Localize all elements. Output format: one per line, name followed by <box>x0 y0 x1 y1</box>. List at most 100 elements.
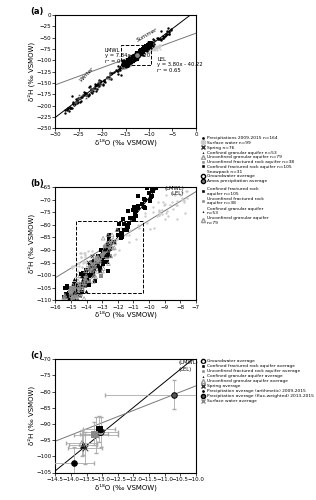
Point <box>71 459 76 467</box>
Point <box>135 52 140 60</box>
Point <box>92 271 97 279</box>
Point <box>122 62 127 70</box>
Point <box>82 281 87 289</box>
Point <box>134 49 139 57</box>
Point <box>125 56 130 64</box>
Point <box>65 300 70 308</box>
Point <box>126 59 131 67</box>
Point <box>135 50 140 58</box>
Point <box>107 250 112 258</box>
Point <box>105 258 110 266</box>
Point <box>131 54 136 62</box>
Point <box>129 56 134 64</box>
Point <box>80 286 85 294</box>
Point <box>136 50 141 58</box>
Point <box>134 56 139 64</box>
Point <box>91 84 96 92</box>
Point <box>75 99 80 107</box>
Point <box>80 282 85 290</box>
Point <box>93 273 98 281</box>
Point <box>128 58 133 66</box>
Point <box>106 246 111 254</box>
Point <box>138 51 143 59</box>
Point <box>127 58 132 66</box>
Point <box>115 70 120 78</box>
Point <box>134 50 139 58</box>
Point <box>101 254 106 262</box>
Point <box>89 89 94 97</box>
Point <box>67 284 72 292</box>
Point <box>69 286 74 294</box>
Point <box>128 55 133 63</box>
Point <box>125 58 130 66</box>
Point <box>98 254 103 262</box>
Point <box>90 260 95 268</box>
Point <box>113 66 118 74</box>
Point <box>144 220 149 228</box>
Point <box>81 269 86 277</box>
Point <box>121 60 126 68</box>
Point <box>131 54 136 62</box>
Point <box>147 189 152 197</box>
Point <box>90 258 95 266</box>
Point <box>149 44 154 52</box>
Point <box>123 62 128 70</box>
Point <box>107 240 112 248</box>
Point <box>126 53 131 61</box>
Point <box>109 70 114 78</box>
Point <box>133 54 138 62</box>
Point <box>181 198 186 206</box>
Point <box>92 265 97 273</box>
Point <box>155 34 161 42</box>
Point <box>126 56 131 64</box>
Point <box>156 206 161 214</box>
Point <box>128 56 133 64</box>
Point <box>83 89 88 97</box>
Point <box>155 34 160 42</box>
Point <box>126 58 131 66</box>
Point <box>130 55 135 63</box>
Point <box>98 266 103 274</box>
Point <box>75 267 80 275</box>
Point <box>75 96 80 104</box>
Point <box>122 62 127 70</box>
Point <box>95 85 100 93</box>
Point <box>159 27 164 35</box>
Point <box>109 243 114 251</box>
Point <box>82 91 87 99</box>
Point <box>98 257 103 265</box>
Point <box>66 104 71 112</box>
Point <box>127 58 132 66</box>
Point <box>132 54 137 62</box>
Point <box>182 209 187 217</box>
Point <box>136 221 141 229</box>
Point <box>123 61 128 69</box>
Point <box>133 50 138 58</box>
Point <box>101 264 106 272</box>
Point <box>76 282 81 290</box>
Point <box>72 102 77 110</box>
Point <box>130 54 135 62</box>
Point <box>64 299 69 307</box>
Point <box>69 92 74 100</box>
Text: (c): (c) <box>31 351 43 360</box>
Point <box>152 45 157 53</box>
Point <box>136 48 141 56</box>
Point <box>142 46 147 54</box>
Point <box>88 268 93 276</box>
Point <box>92 430 97 438</box>
Point <box>78 285 83 293</box>
Point <box>131 54 136 62</box>
Point <box>79 94 84 102</box>
Point <box>105 252 110 260</box>
Point <box>128 56 133 64</box>
Point <box>161 33 167 41</box>
Point <box>94 256 99 264</box>
Point <box>62 312 67 320</box>
Point <box>96 254 101 262</box>
Point <box>127 53 132 61</box>
Point <box>127 56 132 64</box>
Point <box>125 58 130 66</box>
Point <box>61 302 66 310</box>
Point <box>103 246 108 254</box>
